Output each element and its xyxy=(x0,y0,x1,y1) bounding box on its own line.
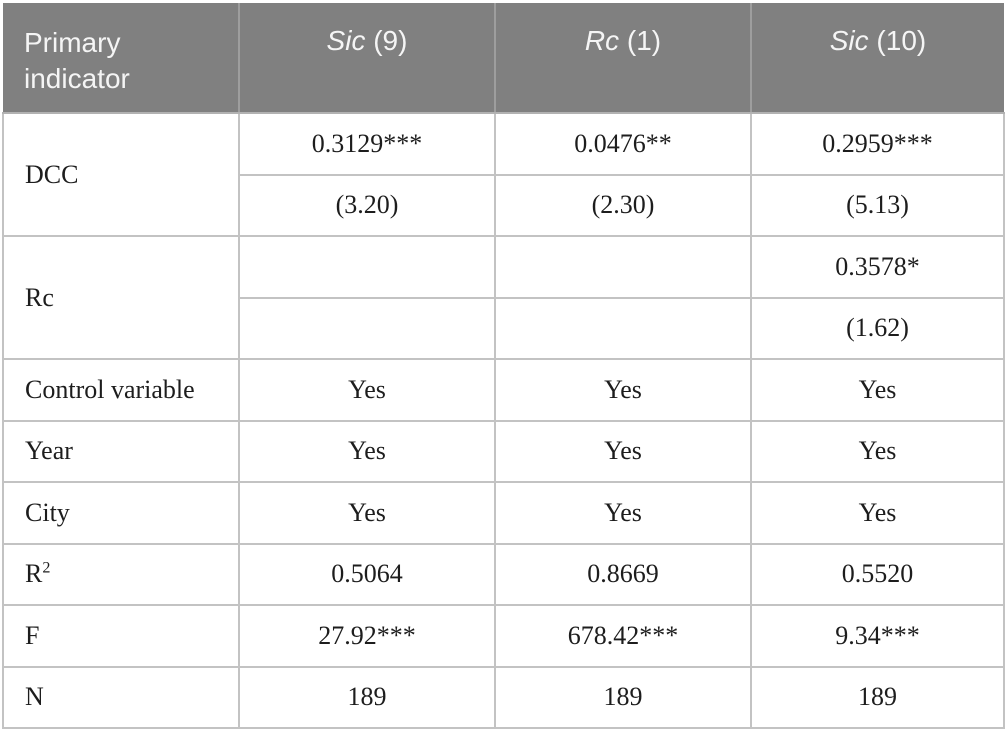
table-body: DCC 0.3129*** 0.0476** 0.2959*** (3.20) (2.30… xyxy=(2,112,1005,729)
row-label-control-variable: Control variable xyxy=(2,358,240,422)
table-header: Primary indicator Sic (9) Rc (1) Sic (10) xyxy=(3,3,1004,114)
value-cell: 189 xyxy=(238,665,496,729)
value-cell: Yes xyxy=(238,358,496,422)
tstat-cell xyxy=(494,296,752,360)
row-label-text: City xyxy=(25,497,70,527)
row-label-text: F xyxy=(25,620,40,650)
table-row: F 27.92*** 678.42*** 9.34*** xyxy=(2,604,1005,668)
coefficient-cell: 0.3129*** xyxy=(238,112,496,176)
coefficient-cell: 0.2959*** xyxy=(750,112,1005,176)
value-cell: Yes xyxy=(238,481,496,545)
tstat-cell: (2.30) xyxy=(494,173,752,237)
column-header-variable: Rc xyxy=(584,25,620,56)
column-header-sic-9: Sic (9) xyxy=(238,3,495,114)
table-row: N 189 189 189 xyxy=(2,665,1005,729)
value-cell: Yes xyxy=(494,481,752,545)
column-header-primary-indicator: Primary indicator xyxy=(3,3,239,114)
table-row-coefficient: DCC 0.3129*** 0.0476** 0.2959*** xyxy=(2,112,1005,237)
coefficient-cell: 0.3578* xyxy=(750,235,1005,299)
tstat-cell xyxy=(238,296,496,360)
tstat-cell: (3.20) xyxy=(238,173,496,237)
tstat-cell: (1.62) xyxy=(750,296,1005,360)
value-cell: 189 xyxy=(750,665,1005,729)
row-label-n: N xyxy=(2,665,240,729)
value-cell: 9.34*** xyxy=(750,604,1005,668)
value-cell: Yes xyxy=(750,419,1005,483)
value-cell: 27.92*** xyxy=(238,604,496,668)
regression-results-table: Primary indicator Sic (9) Rc (1) Sic (10) D… xyxy=(2,3,1005,729)
table-row-tstat: (1.62) xyxy=(3,296,1005,360)
value-cell: 0.5064 xyxy=(238,542,496,606)
table-row: Control variable Yes Yes Yes xyxy=(2,358,1005,422)
value-cell: 0.5520 xyxy=(750,542,1005,606)
value-cell: Yes xyxy=(494,358,752,422)
value-cell: 678.42*** xyxy=(494,604,752,668)
coefficient-cell xyxy=(494,235,752,299)
row-label-dcc: DCC xyxy=(2,112,240,237)
column-header-variable: Sic xyxy=(326,25,366,56)
table-row-coefficient: Rc 0.3578* xyxy=(2,235,1005,360)
table-row: City Yes Yes Yes xyxy=(2,481,1005,545)
value-cell: Yes xyxy=(238,419,496,483)
value-cell: 0.8669 xyxy=(494,542,752,606)
tstat-cell: (5.13) xyxy=(750,173,1005,237)
table-row-tstat: (3.20) (2.30) (5.13) xyxy=(3,173,1005,237)
value-cell: Yes xyxy=(494,419,752,483)
row-label-f: F xyxy=(2,604,240,668)
row-label-text: N xyxy=(25,682,44,712)
column-header-sic-10: Sic (10) xyxy=(750,3,1004,114)
coefficient-cell xyxy=(238,235,496,299)
row-label-text: Year xyxy=(25,436,73,466)
row-label-text: Control variable xyxy=(25,374,195,404)
row-label-rc: Rc xyxy=(2,235,240,360)
value-cell: Yes xyxy=(750,481,1005,545)
value-cell: Yes xyxy=(750,358,1005,422)
value-cell: 189 xyxy=(494,665,752,729)
column-header-rc-1: Rc (1) xyxy=(494,3,751,114)
row-label-city: City xyxy=(2,481,240,545)
row-label-text: R xyxy=(25,559,43,589)
table-row: R2 0.5064 0.8669 0.5520 xyxy=(2,542,1005,606)
row-label-r2: R2 xyxy=(2,542,240,606)
header-row: Primary indicator Sic (9) Rc (1) Sic (10) xyxy=(3,3,1004,114)
row-label-year: Year xyxy=(2,419,240,483)
row-label-superscript: 2 xyxy=(42,559,51,577)
column-header-variable: Sic xyxy=(829,25,869,56)
table-row: Year Yes Yes Yes xyxy=(2,419,1005,483)
coefficient-cell: 0.0476** xyxy=(494,112,752,176)
